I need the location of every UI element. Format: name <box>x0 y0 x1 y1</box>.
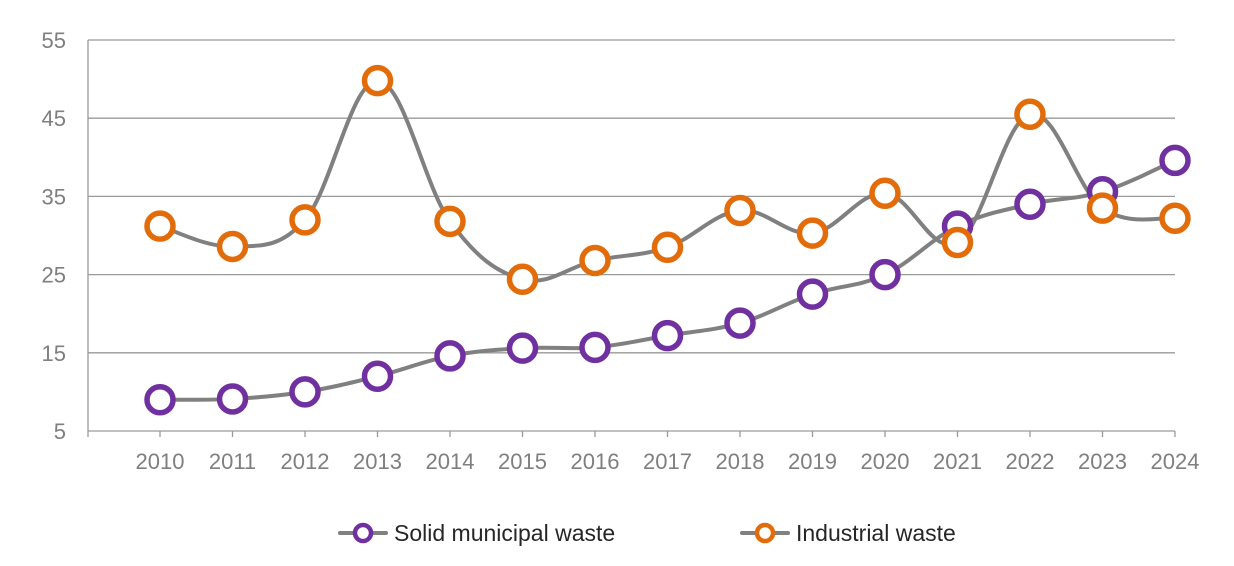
point-industrial-waste-2023 <box>1086 192 1119 224</box>
point-solid-municipal-waste-2014 <box>434 340 466 372</box>
point-industrial-waste-2022 <box>1014 98 1046 131</box>
legend-marker-industrial-waste <box>754 522 776 544</box>
point-solid-municipal-waste-2020 <box>869 258 901 291</box>
point-industrial-waste-2019 <box>796 217 829 249</box>
point-industrial-waste-2021 <box>941 226 974 259</box>
point-industrial-waste-2015 <box>506 263 539 296</box>
legend-label-industrial-waste: Industrial waste <box>796 520 956 546</box>
point-solid-municipal-waste-2018 <box>724 307 756 339</box>
legend-item-industrial-waste: Industrial waste <box>740 520 956 546</box>
point-industrial-waste-2011 <box>216 230 249 263</box>
point-solid-municipal-waste-2010 <box>144 383 176 416</box>
x-tick-label: 2017 <box>643 449 692 474</box>
x-tick-label: 2018 <box>716 449 765 474</box>
x-tick-label: 2010 <box>136 449 185 474</box>
axes: 5 15 25 35 45 55 2010 2011 2012 2013 2014 2015 2016 2… <box>42 28 1200 474</box>
legend: Solid municipal waste Industrial waste <box>338 520 956 546</box>
x-tick-label: 2012 <box>281 449 330 474</box>
data-markers <box>144 64 1191 416</box>
x-tick-label: 2015 <box>498 449 547 474</box>
x-tick-label: 2016 <box>571 449 620 474</box>
point-industrial-waste-2010 <box>144 210 176 242</box>
y-tick-label: 15 <box>42 341 66 366</box>
x-tick-label: 2021 <box>933 449 982 474</box>
y-tick-label: 55 <box>42 28 66 53</box>
gridlines <box>88 39 1175 354</box>
legend-marker-solid-municipal-waste <box>352 522 374 544</box>
x-tick-label: 2013 <box>353 449 402 474</box>
point-solid-municipal-waste-2019 <box>796 278 829 310</box>
x-tick-label: 2022 <box>1006 449 1055 474</box>
point-solid-municipal-waste-2013 <box>361 360 394 393</box>
x-tick-label: 2014 <box>426 449 475 474</box>
point-industrial-waste-2013 <box>361 64 394 97</box>
point-industrial-waste-2016 <box>579 244 611 277</box>
x-tick-label: 2011 <box>209 449 256 474</box>
y-tick-label: 45 <box>42 106 66 131</box>
point-solid-municipal-waste-2015 <box>506 332 539 364</box>
point-solid-municipal-waste-2022 <box>1014 188 1046 220</box>
x-tick-label: 2024 <box>1151 449 1200 474</box>
point-industrial-waste-2020 <box>869 177 901 210</box>
point-industrial-waste-2017 <box>651 231 684 263</box>
point-solid-municipal-waste-2017 <box>651 319 684 352</box>
legend-item-solid-municipal-waste: Solid municipal waste <box>338 520 615 546</box>
y-tick-label: 5 <box>54 419 66 444</box>
y-tick-label: 25 <box>42 263 66 288</box>
point-solid-municipal-waste-2024 <box>1159 144 1191 177</box>
point-industrial-waste-2024 <box>1159 202 1191 235</box>
x-tick-label: 2023 <box>1078 449 1127 474</box>
x-tick-label: 2020 <box>861 449 910 474</box>
point-industrial-waste-2014 <box>434 205 466 238</box>
x-tick-label: 2019 <box>788 449 837 474</box>
legend-label-solid-municipal-waste: Solid municipal waste <box>394 520 615 546</box>
point-industrial-waste-2012 <box>289 204 321 236</box>
y-tick-label: 35 <box>42 184 66 209</box>
point-solid-municipal-waste-2012 <box>289 376 321 408</box>
point-solid-municipal-waste-2016 <box>579 331 611 364</box>
point-industrial-waste-2018 <box>724 194 756 227</box>
point-solid-municipal-waste-2011 <box>216 383 249 415</box>
